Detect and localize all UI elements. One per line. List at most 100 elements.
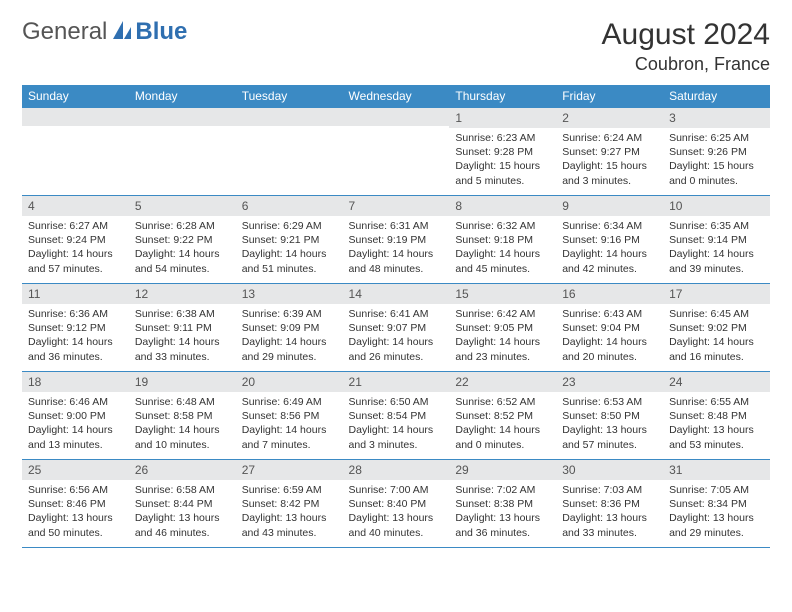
- calendar-cell: [343, 108, 450, 196]
- sunset-text: Sunset: 8:38 PM: [455, 497, 550, 511]
- sunrise-text: Sunrise: 6:59 AM: [242, 483, 337, 497]
- day-body: Sunrise: 7:03 AMSunset: 8:36 PMDaylight:…: [556, 480, 663, 544]
- sunset-text: Sunset: 9:14 PM: [669, 233, 764, 247]
- daylight-text: Daylight: 14 hours and 20 minutes.: [562, 335, 657, 363]
- daylight-text: Daylight: 14 hours and 57 minutes.: [28, 247, 123, 275]
- day-number: 31: [663, 460, 770, 480]
- day-header: Wednesday: [343, 85, 450, 108]
- daylight-text: Daylight: 14 hours and 0 minutes.: [455, 423, 550, 451]
- logo-sail-icon: [111, 19, 133, 46]
- daylight-text: Daylight: 14 hours and 33 minutes.: [135, 335, 230, 363]
- sunrise-text: Sunrise: 6:52 AM: [455, 395, 550, 409]
- calendar-cell: 20Sunrise: 6:49 AMSunset: 8:56 PMDayligh…: [236, 372, 343, 460]
- daylight-text: Daylight: 14 hours and 42 minutes.: [562, 247, 657, 275]
- calendar-cell: 27Sunrise: 6:59 AMSunset: 8:42 PMDayligh…: [236, 460, 343, 548]
- logo-text-general: General: [22, 18, 107, 46]
- sunset-text: Sunset: 8:50 PM: [562, 409, 657, 423]
- calendar-cell: 9Sunrise: 6:34 AMSunset: 9:16 PMDaylight…: [556, 196, 663, 284]
- daylight-text: Daylight: 14 hours and 54 minutes.: [135, 247, 230, 275]
- sunset-text: Sunset: 9:00 PM: [28, 409, 123, 423]
- day-body: Sunrise: 6:31 AMSunset: 9:19 PMDaylight:…: [343, 216, 450, 280]
- day-body: Sunrise: 6:41 AMSunset: 9:07 PMDaylight:…: [343, 304, 450, 368]
- sunset-text: Sunset: 8:44 PM: [135, 497, 230, 511]
- day-number: 28: [343, 460, 450, 480]
- sunrise-text: Sunrise: 6:36 AM: [28, 307, 123, 321]
- calendar-cell: 30Sunrise: 7:03 AMSunset: 8:36 PMDayligh…: [556, 460, 663, 548]
- daylight-text: Daylight: 14 hours and 39 minutes.: [669, 247, 764, 275]
- sunset-text: Sunset: 9:09 PM: [242, 321, 337, 335]
- daylight-text: Daylight: 13 hours and 46 minutes.: [135, 511, 230, 539]
- sunrise-text: Sunrise: 6:27 AM: [28, 219, 123, 233]
- day-body: Sunrise: 6:55 AMSunset: 8:48 PMDaylight:…: [663, 392, 770, 456]
- daylight-text: Daylight: 15 hours and 3 minutes.: [562, 159, 657, 187]
- sunrise-text: Sunrise: 6:48 AM: [135, 395, 230, 409]
- calendar-cell: [129, 108, 236, 196]
- day-number: 29: [449, 460, 556, 480]
- sunrise-text: Sunrise: 6:58 AM: [135, 483, 230, 497]
- logo-text-blue: Blue: [135, 18, 187, 46]
- sunset-text: Sunset: 9:02 PM: [669, 321, 764, 335]
- sunset-text: Sunset: 9:22 PM: [135, 233, 230, 247]
- daylight-text: Daylight: 14 hours and 23 minutes.: [455, 335, 550, 363]
- day-number: [22, 108, 129, 126]
- day-body: Sunrise: 6:38 AMSunset: 9:11 PMDaylight:…: [129, 304, 236, 368]
- page-title: August 2024: [602, 18, 770, 52]
- calendar-cell: 29Sunrise: 7:02 AMSunset: 8:38 PMDayligh…: [449, 460, 556, 548]
- sunrise-text: Sunrise: 6:23 AM: [455, 131, 550, 145]
- sunset-text: Sunset: 8:46 PM: [28, 497, 123, 511]
- day-number: 11: [22, 284, 129, 304]
- day-number: 20: [236, 372, 343, 392]
- calendar-cell: [22, 108, 129, 196]
- day-number: 19: [129, 372, 236, 392]
- day-header: Monday: [129, 85, 236, 108]
- sunset-text: Sunset: 9:16 PM: [562, 233, 657, 247]
- calendar-cell: [236, 108, 343, 196]
- sunset-text: Sunset: 8:34 PM: [669, 497, 764, 511]
- daylight-text: Daylight: 15 hours and 0 minutes.: [669, 159, 764, 187]
- sunset-text: Sunset: 8:58 PM: [135, 409, 230, 423]
- sunrise-text: Sunrise: 6:46 AM: [28, 395, 123, 409]
- calendar-cell: 6Sunrise: 6:29 AMSunset: 9:21 PMDaylight…: [236, 196, 343, 284]
- day-body: Sunrise: 6:23 AMSunset: 9:28 PMDaylight:…: [449, 128, 556, 192]
- calendar-cell: 16Sunrise: 6:43 AMSunset: 9:04 PMDayligh…: [556, 284, 663, 372]
- calendar-cell: 2Sunrise: 6:24 AMSunset: 9:27 PMDaylight…: [556, 108, 663, 196]
- sunrise-text: Sunrise: 6:39 AM: [242, 307, 337, 321]
- sunset-text: Sunset: 9:28 PM: [455, 145, 550, 159]
- sunset-text: Sunset: 9:12 PM: [28, 321, 123, 335]
- day-body: Sunrise: 6:35 AMSunset: 9:14 PMDaylight:…: [663, 216, 770, 280]
- day-number: 25: [22, 460, 129, 480]
- sunrise-text: Sunrise: 6:25 AM: [669, 131, 764, 145]
- day-number: 3: [663, 108, 770, 128]
- day-body: Sunrise: 6:56 AMSunset: 8:46 PMDaylight:…: [22, 480, 129, 544]
- day-body: Sunrise: 6:52 AMSunset: 8:52 PMDaylight:…: [449, 392, 556, 456]
- sunrise-text: Sunrise: 6:45 AM: [669, 307, 764, 321]
- sunrise-text: Sunrise: 6:43 AM: [562, 307, 657, 321]
- day-number: 1: [449, 108, 556, 128]
- day-body: Sunrise: 6:29 AMSunset: 9:21 PMDaylight:…: [236, 216, 343, 280]
- sunset-text: Sunset: 9:07 PM: [349, 321, 444, 335]
- calendar-cell: 10Sunrise: 6:35 AMSunset: 9:14 PMDayligh…: [663, 196, 770, 284]
- calendar-cell: 13Sunrise: 6:39 AMSunset: 9:09 PMDayligh…: [236, 284, 343, 372]
- day-number: 12: [129, 284, 236, 304]
- daylight-text: Daylight: 14 hours and 16 minutes.: [669, 335, 764, 363]
- calendar-cell: 5Sunrise: 6:28 AMSunset: 9:22 PMDaylight…: [129, 196, 236, 284]
- daylight-text: Daylight: 13 hours and 57 minutes.: [562, 423, 657, 451]
- daylight-text: Daylight: 14 hours and 3 minutes.: [349, 423, 444, 451]
- day-number: 9: [556, 196, 663, 216]
- day-body: Sunrise: 6:42 AMSunset: 9:05 PMDaylight:…: [449, 304, 556, 368]
- sunset-text: Sunset: 9:18 PM: [455, 233, 550, 247]
- sunrise-text: Sunrise: 7:02 AM: [455, 483, 550, 497]
- daylight-text: Daylight: 13 hours and 40 minutes.: [349, 511, 444, 539]
- logo: General Blue: [22, 18, 187, 46]
- day-number: 24: [663, 372, 770, 392]
- sunrise-text: Sunrise: 6:55 AM: [669, 395, 764, 409]
- sunset-text: Sunset: 8:52 PM: [455, 409, 550, 423]
- calendar-cell: 28Sunrise: 7:00 AMSunset: 8:40 PMDayligh…: [343, 460, 450, 548]
- sunrise-text: Sunrise: 6:32 AM: [455, 219, 550, 233]
- calendar-table: SundayMondayTuesdayWednesdayThursdayFrid…: [22, 85, 770, 548]
- daylight-text: Daylight: 14 hours and 26 minutes.: [349, 335, 444, 363]
- day-body: Sunrise: 6:59 AMSunset: 8:42 PMDaylight:…: [236, 480, 343, 544]
- day-body: Sunrise: 6:39 AMSunset: 9:09 PMDaylight:…: [236, 304, 343, 368]
- sunset-text: Sunset: 8:56 PM: [242, 409, 337, 423]
- day-number: 2: [556, 108, 663, 128]
